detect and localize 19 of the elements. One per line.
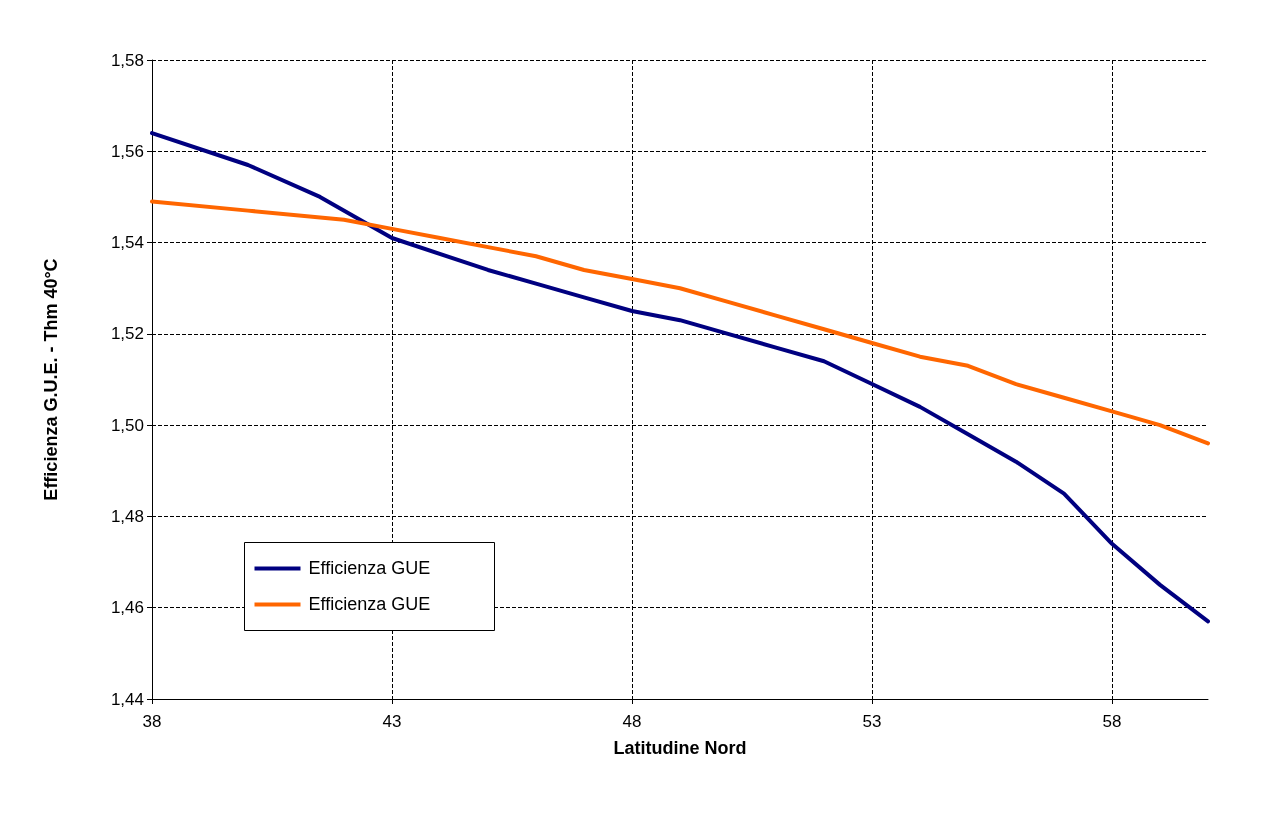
x-tick-label: 53 xyxy=(862,712,882,731)
y-tick-label: 1,46 xyxy=(110,598,144,618)
legend-label: Efficienza GUE xyxy=(308,557,431,578)
y-axis-title: Efficienza G.U.E. - Thm 40°C xyxy=(41,258,61,501)
x-tick-label: 48 xyxy=(622,712,642,731)
y-tick-label: 1,56 xyxy=(110,141,144,161)
y-tick-label: 1,44 xyxy=(110,689,144,709)
y-tick-label: 1,48 xyxy=(110,506,144,526)
y-tick-label: 1,52 xyxy=(110,324,144,344)
line-series xyxy=(150,131,1210,624)
x-tick-label: 43 xyxy=(382,712,402,731)
x-axis-title: Latitudine Nord xyxy=(613,738,747,758)
y-tick-label: 1,58 xyxy=(110,50,144,70)
x-tick-label: 58 xyxy=(1102,712,1122,731)
y-tick-label: 1,50 xyxy=(110,415,144,435)
y-tick-label: 1,54 xyxy=(110,233,144,253)
x-tick-label: 38 xyxy=(142,712,162,731)
line-series xyxy=(150,199,1210,446)
legend-label: Efficienza GUE xyxy=(308,593,431,614)
